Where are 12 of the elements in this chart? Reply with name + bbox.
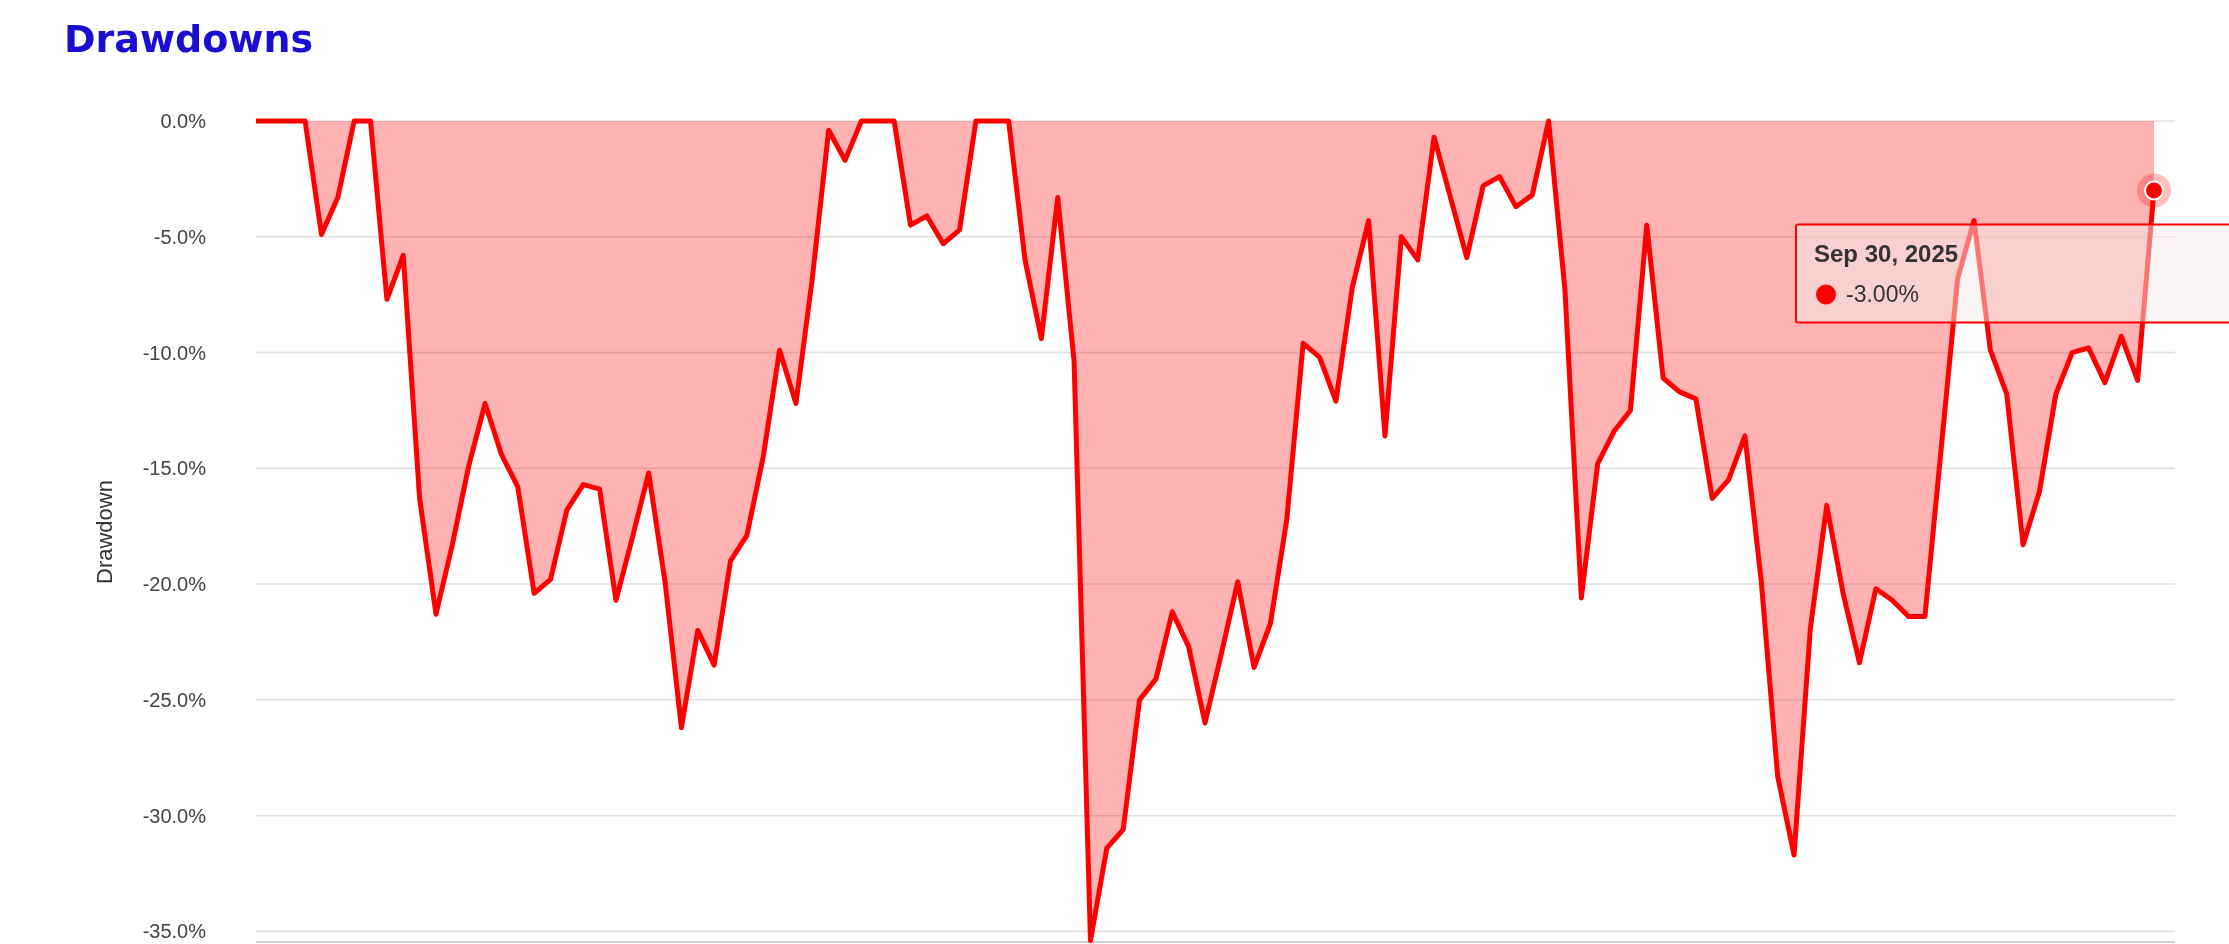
chart-title: Drawdowns [64, 17, 314, 61]
y-tick-label: -5.0% [153, 225, 207, 248]
y-axis-title: Drawdown [92, 480, 117, 584]
y-tick-label: -10.0% [142, 341, 207, 364]
y-tick-label: -25.0% [142, 688, 207, 711]
annotation: -3.00% [1846, 281, 1919, 308]
y-tick-label: -30.0% [142, 804, 207, 827]
y-tick-label: -15.0% [142, 457, 207, 480]
y-tick-label: -35.0% [142, 920, 207, 943]
y-tick-label: 0.0% [160, 110, 207, 132]
y-tick-label: -20.0% [142, 573, 207, 596]
annotation: Sep 30, 2025 [1814, 240, 1959, 268]
